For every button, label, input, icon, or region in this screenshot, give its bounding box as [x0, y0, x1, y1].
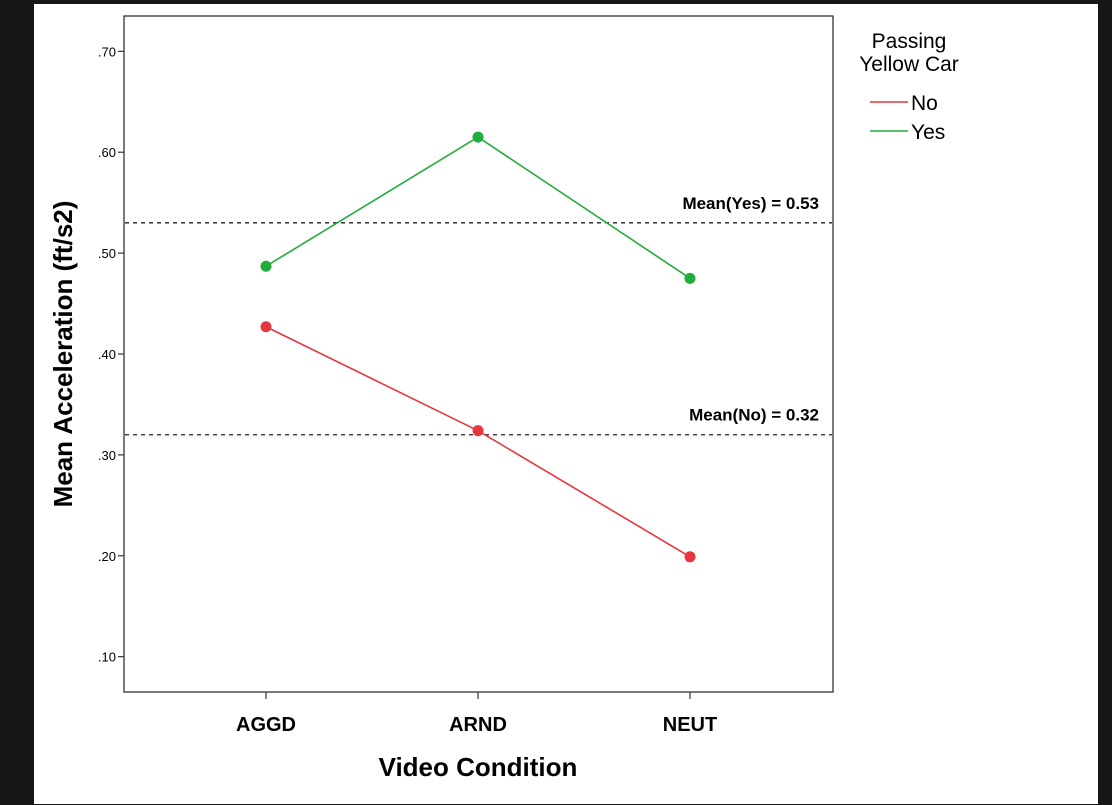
y-tick-label: .20 — [98, 549, 116, 564]
chart-panel — [34, 4, 1098, 804]
reference-line-label: Mean(Yes) = 0.53 — [682, 194, 819, 213]
data-point-no — [472, 425, 484, 437]
plot-area-frame — [123, 15, 834, 693]
y-tick-label: .70 — [98, 44, 116, 59]
y-axis: .10 .20 .30 .40 .50 .60 .70 — [98, 44, 124, 665]
reference-lines: Mean(Yes) = 0.53 Mean(No) = 0.32 — [125, 194, 832, 436]
x-tick-label: AGGD — [236, 714, 296, 736]
legend-title: Yellow Car — [859, 53, 959, 76]
reference-line-label: Mean(No) = 0.32 — [689, 406, 819, 425]
y-axis-title: Mean Acceleration (ft/s2) — [48, 201, 78, 508]
series-line-yes — [265, 136, 691, 279]
data-point-yes — [472, 131, 484, 143]
data-point-no — [684, 551, 696, 563]
y-tick-label: .60 — [98, 145, 116, 160]
y-tick-label: .50 — [98, 246, 116, 261]
x-tick-label: NEUT — [663, 714, 717, 736]
legend-title: Passing — [872, 30, 947, 53]
series-line-no — [265, 326, 691, 558]
series-group — [260, 131, 696, 563]
y-tick-label: .10 — [98, 650, 116, 665]
data-point-yes — [260, 260, 272, 272]
x-axis: AGGD ARND NEUT — [236, 692, 717, 736]
y-tick-label: .30 — [98, 448, 116, 463]
legend-label-no: No — [911, 92, 938, 115]
y-tick-label: .40 — [98, 347, 116, 362]
x-tick-label: ARND — [449, 714, 507, 736]
x-axis-title: Video Condition — [379, 752, 578, 782]
data-point-yes — [684, 272, 696, 284]
data-point-no — [260, 321, 272, 333]
legend-label-yes: Yes — [911, 121, 945, 144]
